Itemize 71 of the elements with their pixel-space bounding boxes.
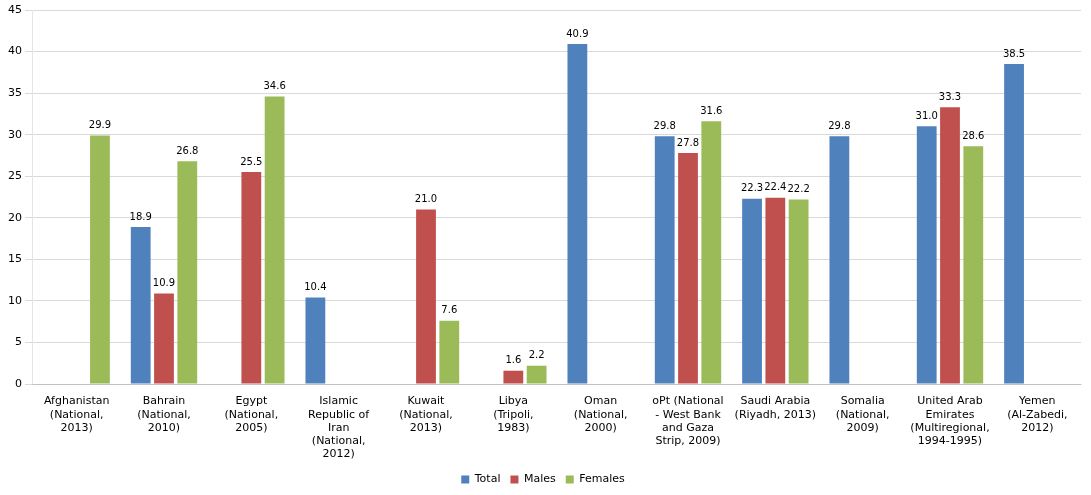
data-label: 27.8 bbox=[676, 136, 700, 148]
data-label: 2.2 bbox=[528, 349, 545, 361]
y-tick-label: 10 bbox=[8, 293, 22, 307]
bar bbox=[963, 146, 984, 384]
bar bbox=[701, 121, 722, 384]
bar bbox=[1004, 64, 1024, 384]
y-tick-label: 30 bbox=[8, 127, 22, 141]
x-tick-label: Afghanistan (National, 2013) bbox=[43, 394, 110, 434]
bar bbox=[678, 152, 698, 384]
bar bbox=[264, 96, 285, 384]
bar bbox=[654, 136, 675, 384]
data-label: 22.2 bbox=[787, 183, 810, 195]
data-label: 29.9 bbox=[88, 119, 112, 131]
data-label: 22.4 bbox=[764, 181, 787, 193]
bar bbox=[154, 293, 174, 384]
x-tick-label: Oman (National, 2000) bbox=[573, 394, 628, 434]
x-tick-label: Egypt (National, 2005) bbox=[224, 394, 279, 434]
bar bbox=[177, 161, 198, 384]
bar bbox=[916, 126, 937, 384]
data-label: 29.8 bbox=[828, 119, 851, 131]
bar bbox=[439, 320, 460, 384]
data-label: 10.9 bbox=[152, 277, 176, 288]
x-tick-label: Kuwait (National, 2013) bbox=[399, 394, 453, 434]
legend-label: Total bbox=[473, 472, 501, 486]
data-label: 31.6 bbox=[700, 104, 723, 116]
data-label: 10.4 bbox=[304, 281, 327, 293]
bar bbox=[940, 107, 960, 384]
bar bbox=[90, 135, 110, 384]
data-label: 26.8 bbox=[176, 144, 199, 156]
y-tick-label: 45 bbox=[8, 2, 22, 16]
bar bbox=[130, 226, 151, 384]
x-tick-label: Yemen (Al-Zabedi, 2012) bbox=[1007, 394, 1068, 434]
x-tick-label: Saudi Arabia (Riyadh, 2013) bbox=[734, 394, 817, 421]
x-tick-label: United Arab Emirates (Multiregional, 1994-1995) bbox=[910, 394, 990, 448]
y-tick-label: 20 bbox=[8, 210, 22, 224]
data-label: 22.3 bbox=[740, 182, 764, 194]
y-tick-label: 15 bbox=[8, 252, 22, 266]
bar bbox=[742, 198, 762, 384]
data-label: 21.0 bbox=[414, 193, 438, 205]
bar bbox=[503, 370, 524, 384]
bar bbox=[567, 44, 588, 384]
data-label: 1.6 bbox=[505, 354, 522, 366]
bar bbox=[765, 197, 786, 384]
x-tick-label: Libya (Tripoli, 1983) bbox=[493, 394, 534, 434]
y-tick-label: 0 bbox=[15, 376, 22, 390]
data-label: 33.3 bbox=[938, 90, 962, 102]
x-tick-label: Bahrain (National, 2010) bbox=[137, 394, 191, 434]
bar bbox=[829, 136, 850, 384]
legend-label: Males bbox=[523, 472, 557, 486]
bar bbox=[416, 209, 436, 384]
data-label: 7.6 bbox=[441, 304, 458, 316]
x-tick-label: Somalia (National, 2009) bbox=[835, 394, 890, 434]
legend-label: Females bbox=[579, 472, 626, 486]
data-label: 34.6 bbox=[263, 80, 286, 92]
data-label: 25.5 bbox=[240, 155, 263, 167]
bar bbox=[526, 365, 547, 384]
data-label: 31.0 bbox=[915, 109, 938, 121]
data-label: 38.5 bbox=[1002, 47, 1026, 59]
x-tick-label: Islamic Republic of Iran (National, 2012) bbox=[308, 394, 371, 461]
data-label: 28.6 bbox=[962, 129, 985, 141]
bar bbox=[788, 199, 809, 384]
bar bbox=[305, 297, 326, 384]
x-tick-label: oPt (National - West Bank and Gaza Strip, 2009) bbox=[652, 394, 724, 448]
bar bbox=[241, 172, 262, 384]
y-tick-label: 35 bbox=[8, 85, 22, 99]
y-tick-label: 25 bbox=[8, 169, 22, 183]
data-label: 18.9 bbox=[129, 210, 152, 222]
y-tick-label: 5 bbox=[15, 335, 22, 349]
data-label: 29.8 bbox=[653, 119, 676, 131]
y-tick-label: 40 bbox=[8, 44, 22, 58]
data-label: 40.9 bbox=[566, 27, 589, 39]
